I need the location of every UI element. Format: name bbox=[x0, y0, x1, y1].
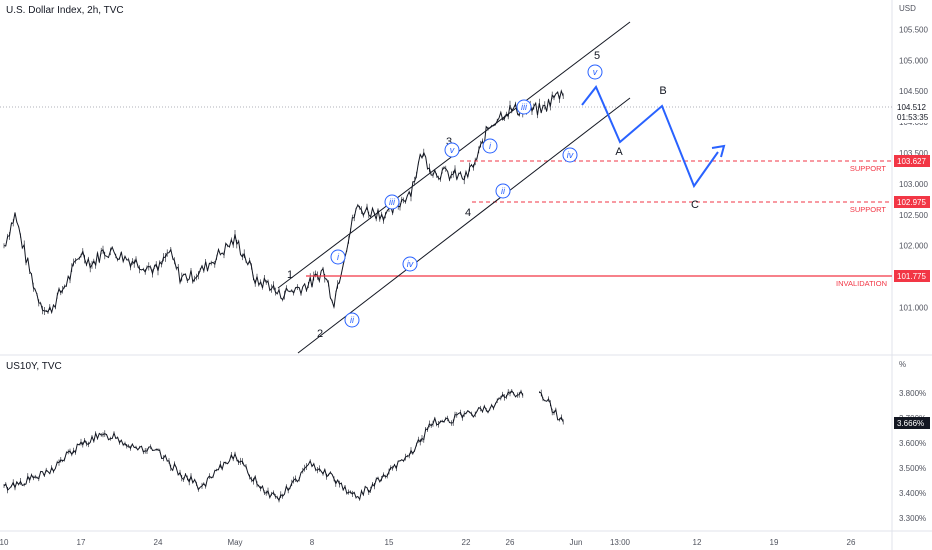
us10y-y-tick-label: 3.400% bbox=[899, 489, 926, 498]
svg-text:01:53:35: 01:53:35 bbox=[897, 113, 929, 122]
wave-label-2: 2 bbox=[317, 328, 323, 340]
svg-text:iii: iii bbox=[521, 102, 528, 112]
svg-text:104.512: 104.512 bbox=[897, 103, 926, 112]
us10y-y-tick-label: 3.500% bbox=[899, 464, 926, 473]
correction-label-b: B bbox=[659, 85, 666, 97]
support-label-2: SUPPORT bbox=[850, 205, 887, 214]
us10y-yield-wicks bbox=[3, 389, 564, 503]
dxy-y-tick-label: 104.500 bbox=[899, 87, 928, 96]
us10y-unit-label: % bbox=[899, 360, 906, 369]
x-tick-label: 26 bbox=[847, 538, 856, 547]
correction-label-c: C bbox=[691, 199, 699, 211]
us10y-title: US10Y, TVC bbox=[6, 361, 62, 372]
projection-arrow-head bbox=[711, 144, 726, 158]
x-tick-label: 22 bbox=[462, 538, 471, 547]
svg-text:i: i bbox=[489, 141, 492, 151]
last-price-tag: 104.512 01:53:35 bbox=[894, 100, 930, 123]
svg-text:ii: ii bbox=[501, 186, 506, 196]
circled-label-v-2: v bbox=[587, 64, 603, 80]
wave-label-3: 3 bbox=[446, 136, 452, 148]
x-tick-label: 12 bbox=[693, 538, 702, 547]
x-tick-label: May bbox=[227, 538, 242, 547]
wave-label-1: 1 bbox=[287, 269, 293, 281]
channel-lower-line bbox=[297, 97, 631, 354]
svg-text:v: v bbox=[450, 145, 455, 155]
dxy-y-tick-label: 105.500 bbox=[899, 25, 928, 34]
correction-label-a: A bbox=[615, 146, 623, 158]
wave-label-4: 4 bbox=[465, 207, 471, 219]
svg-text:103.627: 103.627 bbox=[897, 157, 926, 166]
x-tick-label: 26 bbox=[506, 538, 515, 547]
circled-label-iv-2: iv bbox=[562, 147, 578, 163]
x-tick-label: 13:00 bbox=[610, 538, 631, 547]
svg-text:iv: iv bbox=[407, 259, 414, 269]
svg-text:101.775: 101.775 bbox=[897, 272, 926, 281]
svg-text:iii: iii bbox=[389, 197, 396, 207]
circled-label-iii-1: iii bbox=[384, 194, 400, 210]
invalidation-label: INVALIDATION bbox=[836, 279, 887, 288]
x-tick-label: 8 bbox=[310, 538, 315, 547]
circled-label-iii-2: iii bbox=[516, 99, 532, 115]
wave-label-5: 5 bbox=[594, 50, 600, 62]
circled-label-v-1: v bbox=[444, 142, 460, 158]
x-tick-label: 10 bbox=[0, 538, 9, 547]
circled-label-i-1: i bbox=[330, 249, 346, 265]
svg-text:3.666%: 3.666% bbox=[897, 419, 924, 428]
svg-text:102.975: 102.975 bbox=[897, 198, 926, 207]
dxy-currency-label: USD bbox=[899, 4, 916, 13]
svg-text:v: v bbox=[593, 67, 598, 77]
dxy-y-tick-label: 102.500 bbox=[899, 211, 928, 220]
x-tick-label: 15 bbox=[385, 538, 394, 547]
svg-text:ii: ii bbox=[350, 315, 355, 325]
us10y-y-tick-label: 3.300% bbox=[899, 514, 926, 523]
dxy-y-tick-label: 102.000 bbox=[899, 242, 928, 251]
circled-label-i-2: i bbox=[482, 138, 498, 154]
invalidation-price-tag: 101.775 bbox=[894, 270, 930, 282]
svg-text:i: i bbox=[337, 252, 340, 262]
support-label-1: SUPPORT bbox=[850, 164, 887, 173]
dxy-y-tick-label: 101.000 bbox=[899, 303, 928, 312]
dxy-y-tick-label: 103.500 bbox=[899, 149, 928, 158]
us10y-y-tick-label: 3.800% bbox=[899, 389, 926, 398]
svg-text:iv: iv bbox=[567, 150, 574, 160]
us10y-last-value-tag: 3.666% bbox=[894, 417, 930, 429]
support-price-tag-2: 102.975 bbox=[894, 196, 930, 208]
circled-label-ii-2: ii bbox=[495, 183, 511, 199]
dxy-y-tick-label: 103.000 bbox=[899, 180, 928, 189]
support-price-tag-1: 103.627 bbox=[894, 155, 930, 167]
dxy-y-tick-label: 105.000 bbox=[899, 56, 928, 65]
x-tick-label: 19 bbox=[770, 538, 779, 547]
x-tick-label: 17 bbox=[77, 538, 86, 547]
dxy-price-wicks bbox=[3, 91, 564, 315]
x-axis: 10 17 24 May 8 15 22 26 Jun 13:00 12 19 26 bbox=[0, 538, 856, 547]
circled-label-ii-1: ii bbox=[344, 312, 360, 328]
us10y-y-tick-label: 3.600% bbox=[899, 439, 926, 448]
dxy-title: U.S. Dollar Index, 2h, TVC bbox=[6, 5, 124, 16]
projection-path bbox=[581, 85, 719, 189]
x-tick-label: Jun bbox=[570, 538, 583, 547]
circled-label-iv-1: iv bbox=[402, 256, 418, 272]
x-tick-label: 24 bbox=[154, 538, 163, 547]
